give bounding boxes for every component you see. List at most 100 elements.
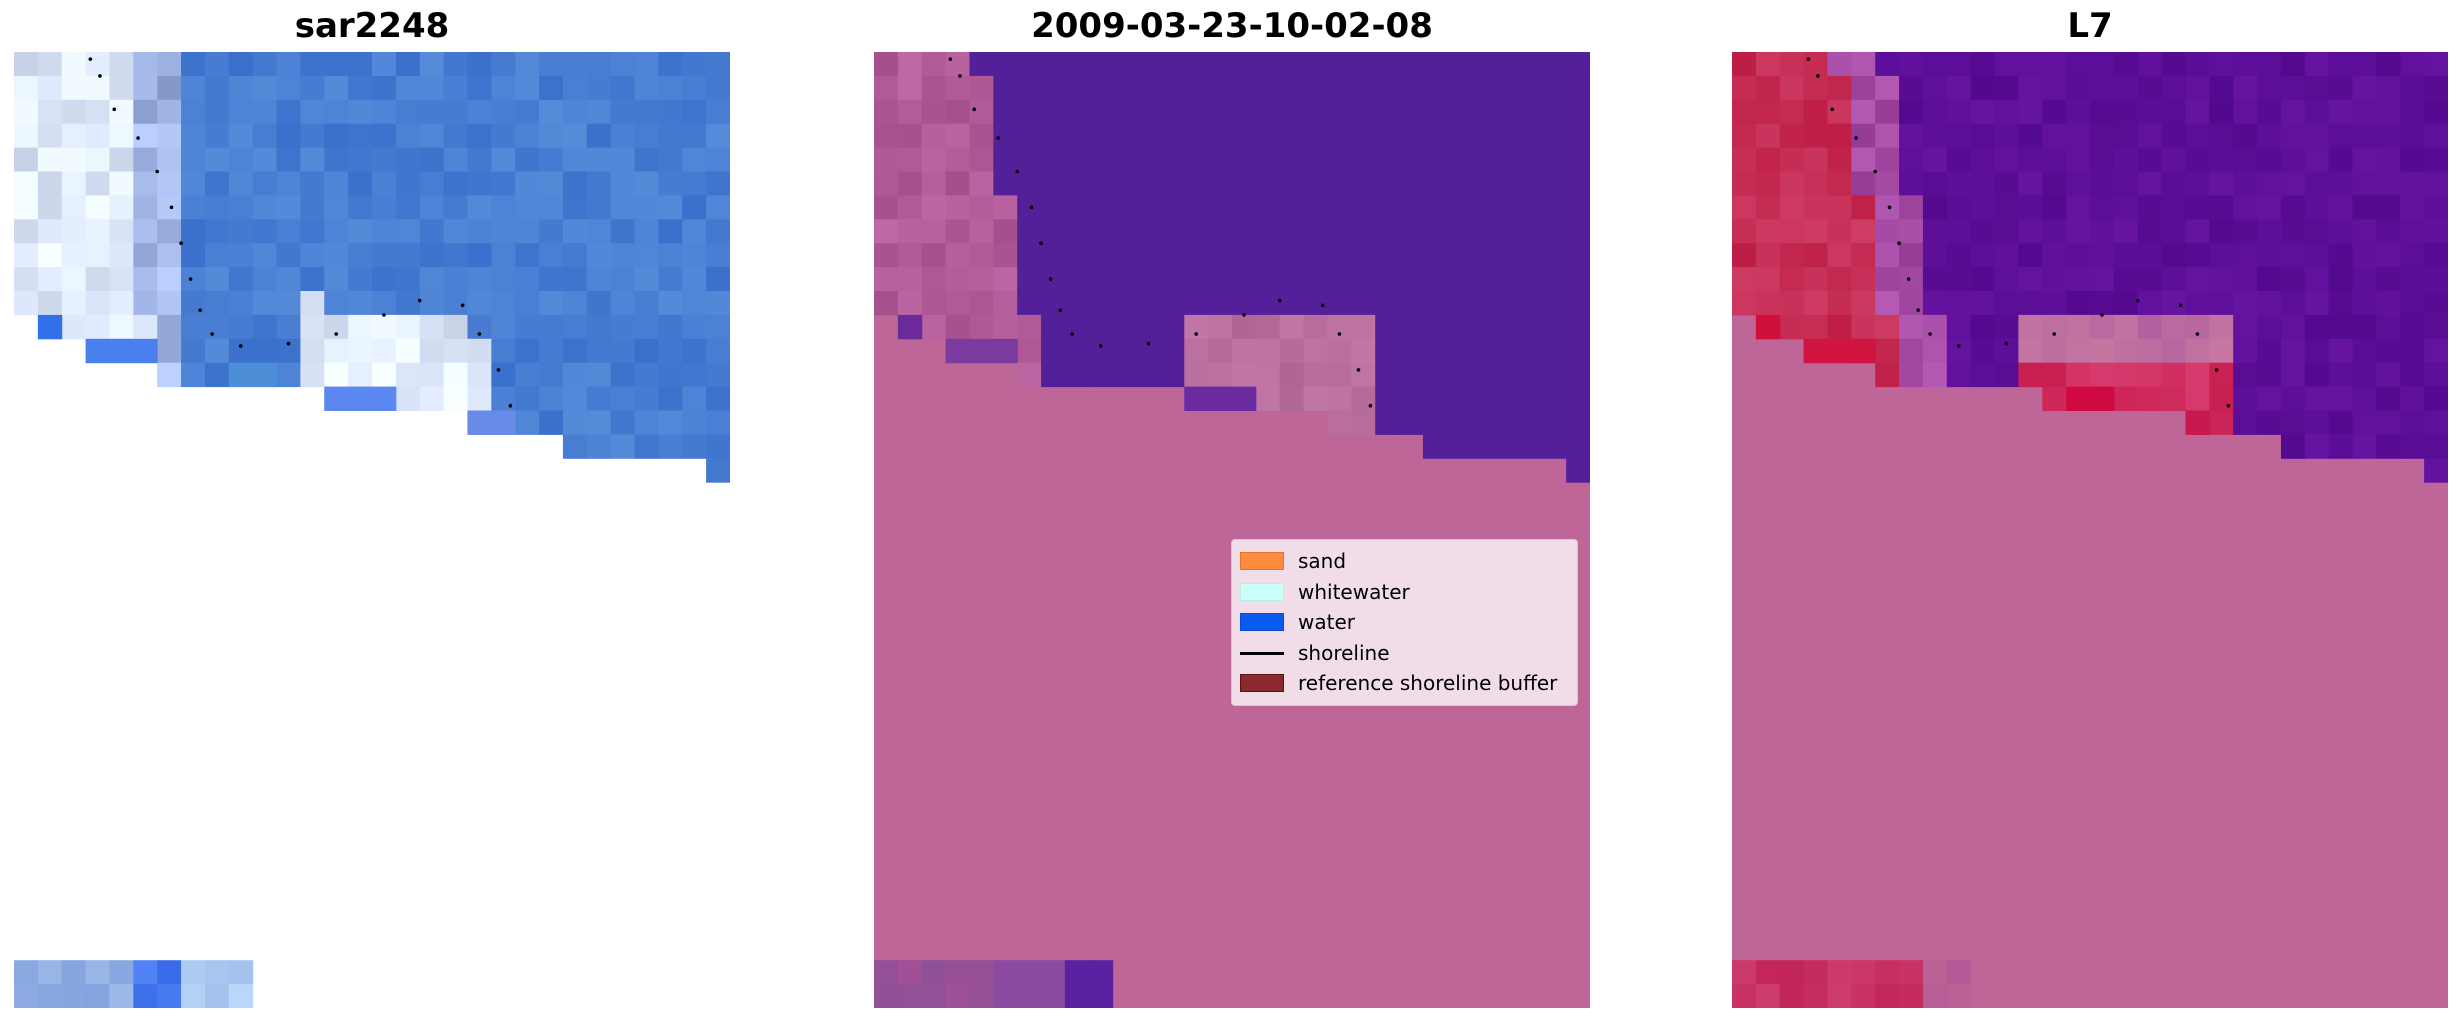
- index-image: [1732, 52, 2448, 1008]
- pixel: [610, 338, 636, 364]
- pixel: [921, 267, 947, 292]
- pixel: [2090, 362, 2115, 388]
- pixel: [921, 291, 947, 316]
- pixel: [515, 338, 540, 364]
- pixel: [2185, 243, 2210, 268]
- pixel: [1303, 52, 1328, 77]
- pixel: [2280, 75, 2306, 101]
- pixel: [682, 99, 707, 125]
- pixel: [1232, 75, 1257, 101]
- pixel: [1803, 52, 1828, 77]
- pixel: [14, 243, 39, 268]
- pixel: [228, 147, 254, 172]
- pixel: [443, 314, 468, 340]
- pixel: [85, 123, 110, 149]
- pixel: [372, 195, 397, 220]
- pixel: [1064, 267, 1090, 292]
- pixel: [1255, 338, 1281, 364]
- pixel: [1088, 195, 1114, 220]
- pixel: [2400, 291, 2425, 316]
- pixel: [1327, 338, 1352, 364]
- pixel: [2424, 52, 2448, 77]
- pixel: [1946, 338, 1972, 364]
- pixel: [1327, 147, 1352, 172]
- pixel: [2280, 243, 2306, 268]
- pixel: [1494, 410, 1519, 435]
- pixel: [2376, 386, 2401, 411]
- pixel: [1112, 267, 1138, 292]
- pixel: [395, 362, 421, 388]
- pixel: [634, 243, 659, 268]
- panel-title-index: L7: [2067, 6, 2113, 46]
- pixel: [1922, 984, 1948, 1008]
- pixel: [969, 291, 994, 316]
- pixel: [61, 960, 87, 985]
- pixel: [2209, 291, 2234, 316]
- pixel: [2161, 267, 2186, 292]
- pixel: [1803, 219, 1828, 244]
- pixel: [2209, 123, 2234, 149]
- pixel: [1422, 123, 1448, 149]
- pixel: [1399, 52, 1424, 77]
- pixel: [61, 99, 87, 125]
- pixel: [1922, 123, 1948, 149]
- pixel: [2113, 243, 2139, 268]
- pixel: [1375, 171, 1400, 196]
- pixel: [1399, 314, 1424, 340]
- pixel: [1017, 195, 1042, 220]
- pixel: [1160, 291, 1185, 316]
- pixel: [252, 123, 278, 149]
- pixel: [419, 386, 445, 411]
- pixel: [1160, 267, 1185, 292]
- pixel: [1255, 75, 1281, 101]
- pixel: [1064, 147, 1090, 172]
- pixel: [252, 52, 278, 77]
- pixel: [228, 960, 254, 985]
- shoreline-point: [2226, 403, 2231, 408]
- pixel: [706, 195, 730, 220]
- pixel: [610, 410, 636, 435]
- pixel: [1970, 243, 1996, 268]
- pixel: [2400, 314, 2425, 340]
- pixel: [419, 195, 445, 220]
- pixel: [372, 291, 397, 316]
- pixel: [1184, 291, 1209, 316]
- pixel: [467, 147, 492, 172]
- pixel: [467, 99, 492, 125]
- pixel: [1803, 75, 1828, 101]
- pixel: [157, 52, 182, 77]
- pixel: [2352, 314, 2377, 340]
- pixel: [586, 147, 612, 172]
- pixel: [1375, 410, 1400, 435]
- pixel: [1422, 386, 1448, 411]
- pixel: [897, 314, 923, 340]
- pixel: [348, 338, 373, 364]
- pixel: [2090, 171, 2115, 196]
- pixel: [706, 314, 730, 340]
- pixel: [2328, 75, 2354, 101]
- pixel: [2424, 75, 2448, 101]
- pixel: [1255, 386, 1281, 411]
- pixel: [419, 243, 445, 268]
- pixel: [1041, 195, 1066, 220]
- pixel: [2018, 52, 2043, 77]
- pixel: [2376, 219, 2401, 244]
- pixel: [706, 458, 730, 483]
- pixel: [109, 267, 134, 292]
- pixel: [1208, 291, 1233, 316]
- pixel: [921, 243, 947, 268]
- pixel: [133, 291, 158, 316]
- pixel: [2328, 52, 2354, 77]
- pixel: [2113, 147, 2139, 172]
- pixel: [372, 267, 397, 292]
- pixel: [897, 123, 923, 149]
- pixel: [1136, 52, 1161, 77]
- pixel: [204, 291, 230, 316]
- pixel: [395, 314, 421, 340]
- pixel: [1064, 984, 1090, 1008]
- pixel: [1946, 219, 1972, 244]
- pixel: [1017, 314, 1042, 340]
- pixel: [1184, 267, 1209, 292]
- pixel: [276, 52, 301, 77]
- pixel: [1112, 171, 1138, 196]
